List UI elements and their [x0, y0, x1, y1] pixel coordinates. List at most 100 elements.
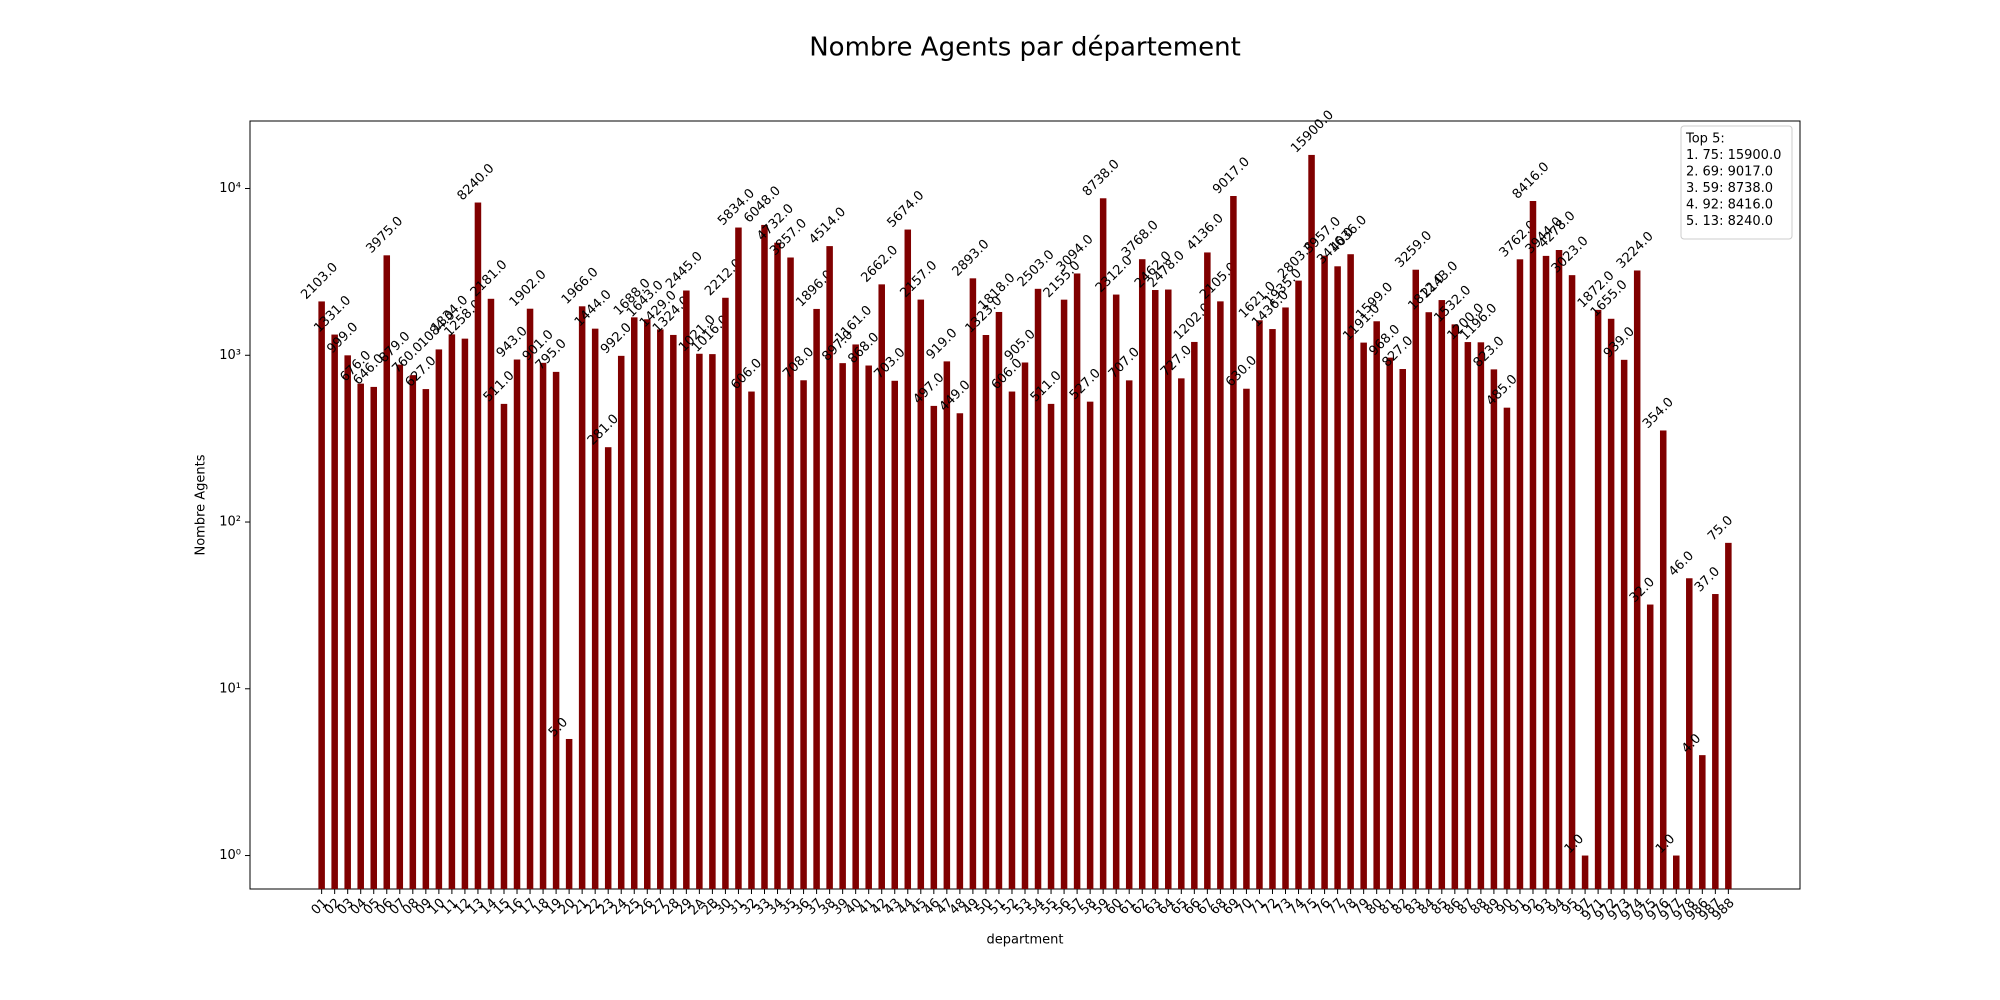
data-label: 281.0	[585, 412, 622, 449]
bar	[565, 738, 573, 889]
data-label: 2157.0	[897, 258, 940, 301]
bar	[331, 334, 338, 889]
bar	[1581, 855, 1589, 889]
data-label: 1902.0	[507, 267, 550, 310]
data-label: 3975.0	[363, 214, 406, 257]
data-label: 703.0	[871, 345, 908, 382]
data-label: 727.0	[1158, 343, 1195, 380]
bar	[578, 306, 586, 889]
bar	[709, 354, 716, 889]
y-tick-label: 10⁰	[219, 848, 241, 863]
bar	[435, 349, 443, 889]
legend-box	[1680, 125, 1793, 240]
bar	[1008, 391, 1016, 889]
bar	[761, 224, 768, 889]
data-label: 2893.0	[950, 237, 993, 280]
bar	[552, 371, 560, 889]
data-label: 5674.0	[884, 188, 927, 231]
bar	[865, 365, 872, 889]
data-label: 919.0	[924, 326, 961, 363]
bar	[878, 284, 885, 889]
bar	[500, 403, 508, 889]
data-label: 2103.0	[298, 260, 341, 303]
data-label: 939.0	[1601, 324, 1638, 361]
bar	[1594, 309, 1602, 889]
data-label: 37.0	[1692, 564, 1723, 595]
bar	[1295, 280, 1302, 889]
bar	[644, 319, 651, 889]
bar	[539, 362, 547, 889]
bar	[1099, 198, 1107, 889]
chart-title: Nombre Agents par département	[809, 33, 1241, 63]
bar	[1686, 578, 1693, 889]
bar	[1308, 154, 1315, 889]
data-label: 9017.0	[1210, 155, 1253, 198]
bar	[1620, 359, 1628, 890]
bar	[930, 405, 938, 889]
data-label: 5.0	[546, 715, 571, 740]
legend-text: 1. 75: 15900.0	[1686, 148, 1781, 163]
bar	[487, 298, 495, 889]
bar	[1230, 196, 1237, 889]
data-label: 708.0	[780, 345, 817, 382]
bar	[1282, 307, 1289, 890]
data-label: 354.0	[1640, 395, 1677, 432]
y-tick-label: 10⁴	[219, 181, 241, 196]
bar	[1138, 259, 1146, 889]
data-label: 823.0	[1471, 334, 1508, 371]
bar	[1516, 259, 1524, 890]
bar	[1477, 342, 1485, 889]
bar	[1112, 294, 1120, 889]
bar	[383, 255, 391, 889]
bar	[1269, 329, 1276, 890]
data-label: 707.0	[1106, 345, 1143, 382]
bar	[904, 229, 912, 889]
bar	[409, 375, 417, 889]
bar	[670, 334, 677, 889]
bar	[956, 413, 964, 889]
data-label: 15900.0	[1288, 108, 1337, 157]
bar	[943, 361, 951, 890]
bar	[1607, 318, 1615, 889]
data-label: 1.0	[1653, 832, 1678, 857]
data-label: 527.0	[1067, 366, 1104, 403]
data-label: 511.0	[1028, 368, 1065, 405]
bar	[474, 202, 482, 889]
bar	[396, 364, 404, 889]
bar	[969, 278, 977, 889]
data-label: 4136.0	[1184, 211, 1227, 254]
bar	[1568, 275, 1576, 889]
bar	[1659, 430, 1667, 889]
bar	[526, 308, 534, 889]
x-axis-label: department	[987, 933, 1064, 948]
bar	[748, 391, 755, 889]
data-label: 4514.0	[806, 205, 849, 248]
bar	[722, 297, 729, 889]
bar	[461, 338, 469, 889]
bar	[657, 329, 664, 889]
bar	[1151, 290, 1159, 889]
bar	[617, 355, 625, 889]
data-label: 630.0	[1223, 353, 1260, 390]
data-label: 75.0	[1705, 513, 1736, 544]
data-label: 8416.0	[1510, 160, 1553, 203]
bar	[891, 380, 899, 889]
data-label: 8240.0	[455, 161, 498, 204]
bar	[1425, 312, 1433, 889]
bar	[1399, 369, 1406, 889]
bar	[344, 355, 351, 889]
data-label: 2662.0	[858, 243, 901, 286]
data-label: 8738.0	[1080, 157, 1123, 200]
data-label: 2181.0	[468, 257, 511, 300]
bar	[995, 311, 1003, 890]
bar	[839, 363, 846, 889]
bar	[1373, 321, 1380, 889]
data-label: 905.0	[1002, 327, 1039, 364]
bar	[1047, 403, 1055, 889]
data-label: 3768.0	[1119, 218, 1162, 261]
bar	[826, 246, 833, 890]
bar	[1034, 288, 1042, 890]
bar	[774, 242, 781, 890]
bar	[982, 334, 990, 890]
bar	[1125, 380, 1133, 889]
